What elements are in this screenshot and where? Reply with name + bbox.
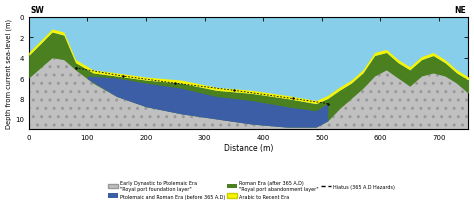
Legend: Early Dynastic to Ptolemaic Era
"Royal port foundation layer", Ptolemaic and Rom: Early Dynastic to Ptolemaic Era "Royal p… — [107, 179, 395, 200]
Y-axis label: Depth from current sea-level (m): Depth from current sea-level (m) — [6, 19, 12, 128]
Text: SW: SW — [31, 6, 45, 15]
Text: NE: NE — [455, 6, 466, 15]
X-axis label: Distance (m): Distance (m) — [224, 143, 273, 152]
